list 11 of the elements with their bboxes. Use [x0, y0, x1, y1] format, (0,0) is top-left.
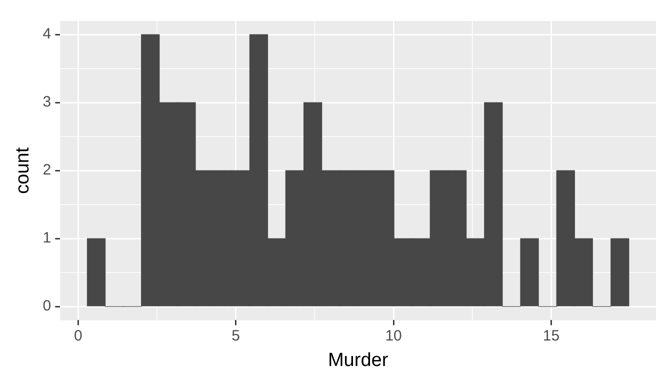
x-tick-label: 10 — [385, 327, 402, 344]
y-tick-label: 4 — [42, 26, 52, 43]
y-tick-label: 0 — [42, 298, 52, 315]
y-tick-label: 1 — [42, 230, 52, 247]
y-tick-label: 2 — [42, 162, 52, 179]
x-tick-label: 15 — [542, 327, 560, 344]
x-tick-label: 5 — [232, 327, 240, 344]
y-axis-title: count — [12, 146, 34, 194]
y-tick-label: 3 — [42, 94, 52, 111]
x-axis-title: Murder — [328, 350, 389, 371]
x-tick-label: 0 — [74, 327, 82, 344]
